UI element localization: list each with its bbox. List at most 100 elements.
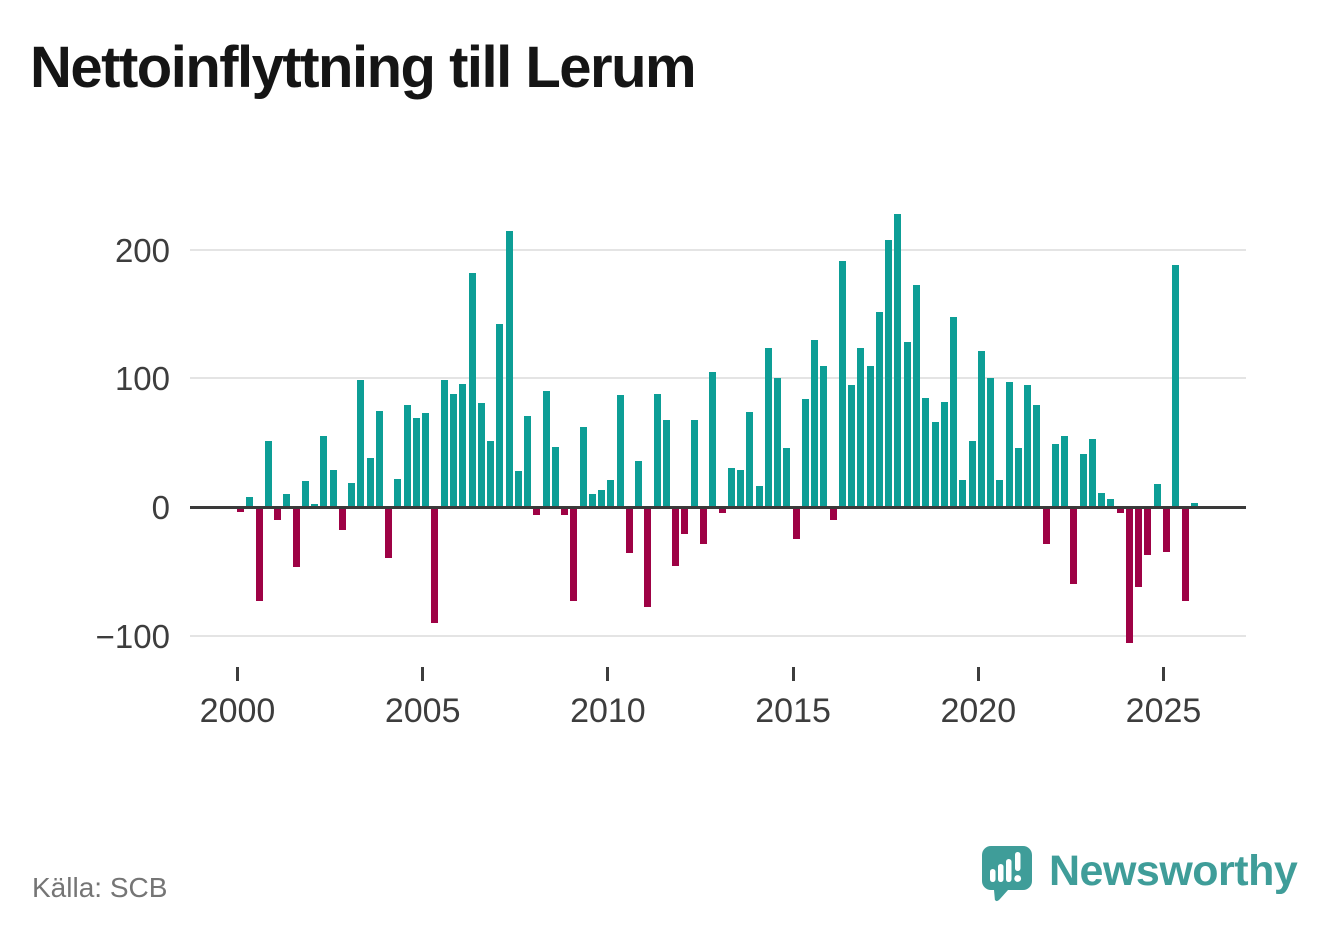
bar xyxy=(700,507,707,545)
bar xyxy=(838,261,846,507)
bar xyxy=(1088,438,1096,507)
bar xyxy=(746,411,754,507)
bar xyxy=(1163,507,1170,552)
bar xyxy=(644,507,652,608)
zero-axis xyxy=(190,505,1246,509)
bar xyxy=(681,507,689,534)
bar xyxy=(1079,454,1087,507)
bar xyxy=(718,507,726,514)
bar xyxy=(616,395,624,507)
bar xyxy=(607,480,615,507)
x-axis-tick-label: 2025 xyxy=(1125,692,1202,730)
bar xyxy=(662,419,670,507)
bar xyxy=(375,410,383,507)
bar xyxy=(903,342,911,507)
bar xyxy=(1125,507,1133,644)
bar xyxy=(505,230,513,507)
bar xyxy=(357,379,365,507)
x-axis-tick xyxy=(421,667,425,681)
newsworthy-logo-text: Newsworthy xyxy=(1049,847,1298,895)
bar xyxy=(320,436,328,507)
bar xyxy=(468,273,476,507)
bar xyxy=(524,415,532,507)
bar xyxy=(1153,483,1161,507)
x-axis-tick-label: 2000 xyxy=(199,692,276,730)
bar xyxy=(329,469,337,507)
bar xyxy=(737,469,745,507)
bar xyxy=(922,397,930,507)
bar xyxy=(1070,507,1078,585)
bar xyxy=(857,347,865,507)
bar xyxy=(977,351,985,507)
bar xyxy=(542,391,550,507)
bar xyxy=(940,401,948,507)
bar xyxy=(959,480,967,507)
bar xyxy=(848,384,856,507)
x-axis-tick-label: 2015 xyxy=(755,692,831,730)
bar xyxy=(1014,447,1022,507)
bar xyxy=(477,402,485,507)
y-axis-tick-label: 200 xyxy=(114,231,170,269)
gridline xyxy=(190,248,1246,251)
bar xyxy=(264,441,272,507)
bar xyxy=(690,419,698,507)
bar xyxy=(792,507,800,540)
bar xyxy=(950,316,958,507)
bar xyxy=(987,378,995,507)
bar xyxy=(820,365,828,507)
bar xyxy=(422,413,430,507)
bar xyxy=(366,458,374,507)
y-axis-tick-label: 100 xyxy=(114,360,170,398)
bar xyxy=(1042,507,1050,545)
bar xyxy=(755,486,763,507)
bar xyxy=(385,507,393,559)
bar xyxy=(774,378,782,507)
bar xyxy=(292,507,300,568)
bar xyxy=(561,507,569,515)
bar xyxy=(1024,384,1032,507)
chart-title: Nettoinflyttning till Lerum xyxy=(30,35,697,100)
bar xyxy=(1107,499,1115,507)
bar xyxy=(283,494,291,507)
bar xyxy=(1135,507,1143,587)
bar xyxy=(533,507,541,515)
bar xyxy=(394,478,402,507)
bar xyxy=(440,379,448,507)
bar xyxy=(459,383,467,507)
bar xyxy=(968,441,976,507)
bar xyxy=(709,372,717,507)
bar xyxy=(431,507,439,623)
bar xyxy=(255,507,263,601)
bar xyxy=(653,393,661,507)
x-axis-tick xyxy=(976,667,980,681)
bar xyxy=(996,480,1004,507)
gridline xyxy=(190,377,1246,380)
x-axis-tick-label: 2005 xyxy=(384,692,461,730)
bar xyxy=(1098,492,1106,507)
bar xyxy=(801,399,809,507)
bar xyxy=(487,441,495,507)
bar xyxy=(1172,265,1180,507)
x-axis-tick xyxy=(236,667,239,681)
bar xyxy=(338,507,346,531)
bar xyxy=(1005,382,1013,507)
bar xyxy=(237,507,244,513)
bar xyxy=(672,507,680,567)
bar xyxy=(588,494,596,507)
bar xyxy=(496,324,504,507)
bar xyxy=(811,339,819,507)
bar xyxy=(348,482,356,507)
bar xyxy=(1033,405,1041,507)
gridline xyxy=(190,634,1246,637)
bar xyxy=(1181,507,1189,601)
bar xyxy=(1116,507,1124,514)
bar xyxy=(912,284,920,507)
bar xyxy=(579,427,587,507)
newsworthy-logo: Newsworthy xyxy=(981,845,1298,903)
bar xyxy=(1190,503,1198,507)
bar xyxy=(625,507,633,554)
bar xyxy=(727,468,735,507)
y-axis-tick-label: −100 xyxy=(95,617,170,655)
bar xyxy=(1061,436,1069,507)
